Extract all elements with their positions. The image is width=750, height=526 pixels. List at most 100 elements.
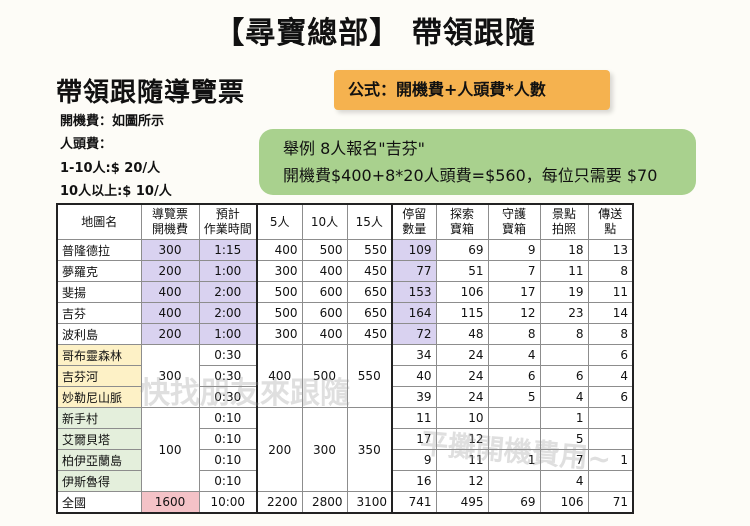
cell-teleport: 8 <box>587 323 634 345</box>
cell-explore: 10 <box>435 407 489 429</box>
cell-price-5: 400 <box>256 344 303 408</box>
cell-photo: 23 <box>539 302 589 324</box>
cell-photo: 106 <box>539 491 589 514</box>
cell-photo: 18 <box>539 239 589 261</box>
cell-photo: 8 <box>539 323 589 345</box>
cell-map-name: 吉芬河 <box>56 365 142 387</box>
cell-guard: 4 <box>487 344 541 366</box>
table-row: 夢羅克 200 1:00 300 400 450 77 51 7 11 8 <box>56 260 634 282</box>
cell-duration: 0:10 <box>198 428 258 450</box>
cell-teleport: 6 <box>587 344 634 366</box>
cell-stay: 72 <box>391 323 437 345</box>
cell-explore: 69 <box>435 239 489 261</box>
tour-table: 地圖名 導覽票 開機費 預計 作業時間 5人 10人 15人 停留 數量 探索 … <box>56 203 634 514</box>
example-line-1: 舉例 8人報名"吉芬" <box>283 139 425 158</box>
table-row: 新手村 100 0:10 200 300 350 11 10 1 <box>56 407 634 492</box>
cell-map-name: 普隆德拉 <box>56 239 142 261</box>
header-teleport: 傳送 點 <box>587 203 634 240</box>
cell-startup-fee: 300 <box>140 239 200 261</box>
formula-banner: 公式：開機費+人頭費*人數 <box>334 70 610 110</box>
cell-teleport: 4 <box>587 365 634 387</box>
cell-guard <box>487 470 541 492</box>
cell-stay: 77 <box>391 260 437 282</box>
cell-photo <box>539 344 589 366</box>
cell-duration: 0:10 <box>198 407 258 429</box>
header-startup-fee-text: 導覽票 開機費 <box>151 207 188 236</box>
example-line-2: 開機費$400+8*20人頭費=$560，每位只需要 $70 <box>283 166 658 185</box>
table-row: 波利島 200 1:00 300 400 450 72 48 8 8 8 <box>56 323 634 345</box>
cell-map-name: 夢羅克 <box>56 260 142 282</box>
cell-duration: 1:00 <box>198 323 258 345</box>
cell-guard: 9 <box>487 239 541 261</box>
table-row: 普隆德拉 300 1:15 400 500 550 109 69 9 18 13 <box>56 239 634 261</box>
table-row: 哥布靈森林 300 0:30 400 500 550 34 24 4 6 <box>56 344 634 408</box>
cell-stay: 9 <box>391 449 437 471</box>
cell-map-name: 波利島 <box>56 323 142 345</box>
cell-startup-fee: 200 <box>140 260 200 282</box>
cell-stay: 109 <box>391 239 437 261</box>
ticket-subtitle: 帶領跟隨導覽票 <box>56 78 246 108</box>
cell-stay: 16 <box>391 470 437 492</box>
cell-stay: 153 <box>391 281 437 303</box>
cell-price-10: 400 <box>301 260 348 282</box>
cell-map-name: 全國 <box>56 491 142 514</box>
cell-price-5: 200 <box>256 407 303 492</box>
cell-photo: 1 <box>539 407 589 429</box>
cell-price-10: 500 <box>301 239 348 261</box>
cell-price-15: 3100 <box>346 491 393 514</box>
cell-guard: 17 <box>487 281 541 303</box>
cell-startup-fee: 400 <box>140 302 200 324</box>
cell-guard: 5 <box>487 386 541 408</box>
header-duration: 預計 作業時間 <box>198 203 258 240</box>
cell-guard: 1 <box>487 449 541 471</box>
cell-explore: 12 <box>435 470 489 492</box>
cell-guard <box>487 428 541 450</box>
cell-price-5: 300 <box>256 260 303 282</box>
cell-photo: 11 <box>539 260 589 282</box>
cell-explore: 51 <box>435 260 489 282</box>
cell-stay: 40 <box>391 365 437 387</box>
header-startup-fee: 導覽票 開機費 <box>140 203 200 240</box>
header-stay: 停留 數量 <box>391 203 437 240</box>
cell-price-10: 600 <box>301 281 348 303</box>
cell-teleport: 14 <box>587 302 634 324</box>
header-stay-text: 停留 數量 <box>402 207 427 236</box>
cell-price-15: 650 <box>346 302 393 324</box>
cell-startup-fee: 300 <box>140 344 200 408</box>
cell-photo: 6 <box>539 365 589 387</box>
cell-price-5: 500 <box>256 281 303 303</box>
cell-stay: 164 <box>391 302 437 324</box>
cell-map-name: 斐揚 <box>56 281 142 303</box>
cell-explore: 24 <box>435 386 489 408</box>
cell-startup-fee: 200 <box>140 323 200 345</box>
cell-photo: 7 <box>539 449 589 471</box>
header-explore-text: 探索 寶箱 <box>449 207 474 236</box>
cell-price-15: 350 <box>346 407 393 492</box>
cell-explore: 115 <box>435 302 489 324</box>
cell-guard: 12 <box>487 302 541 324</box>
cell-startup-fee: 1600 <box>140 491 200 514</box>
cell-explore: 11 <box>435 449 489 471</box>
cell-guard: 8 <box>487 323 541 345</box>
cell-price-15: 550 <box>346 344 393 408</box>
cell-photo: 4 <box>539 470 589 492</box>
cell-duration: 1:15 <box>198 239 258 261</box>
cell-stay: 11 <box>391 407 437 429</box>
cell-startup-fee: 400 <box>140 281 200 303</box>
cell-map-name: 哥布靈森林 <box>56 344 142 366</box>
table-row: 艾爾貝塔 0:10 17 12 5 <box>56 428 634 450</box>
header-10: 10人 <box>301 203 348 240</box>
header-guard-text: 守護 寶箱 <box>501 207 526 236</box>
table-row: 伊斯魯得 0:10 16 12 4 <box>56 470 634 492</box>
cell-photo: 19 <box>539 281 589 303</box>
header-5: 5人 <box>256 203 303 240</box>
header-explore: 探索 寶箱 <box>435 203 489 240</box>
cell-price-5: 500 <box>256 302 303 324</box>
header-photo: 景點 拍照 <box>539 203 589 240</box>
cell-teleport: 71 <box>587 491 634 514</box>
table-row: 吉芬 400 2:00 500 600 650 164 115 12 23 14 <box>56 302 634 324</box>
cell-teleport: 11 <box>587 281 634 303</box>
cell-explore: 48 <box>435 323 489 345</box>
cell-duration: 0:30 <box>198 386 258 408</box>
header-duration-text: 預計 作業時間 <box>203 207 252 236</box>
